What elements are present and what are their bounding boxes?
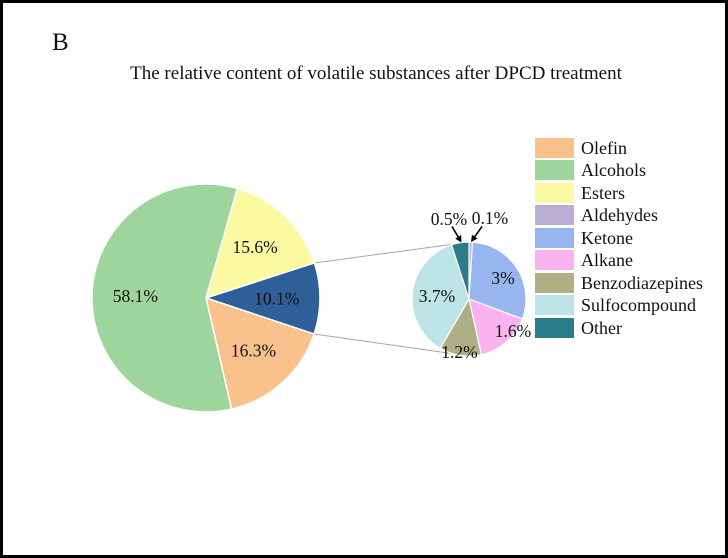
legend-swatch-alkane <box>535 250 574 270</box>
legend-swatch-esters <box>535 182 574 203</box>
legend-item-ketone: Ketone <box>535 227 703 248</box>
secondary-pie-label-other: 0.5% <box>431 209 467 229</box>
legend-swatch-sulfocompound <box>535 295 574 315</box>
legend-swatch-ketone <box>535 227 574 248</box>
legend-label-benzodiazepines: Benzodiazepines <box>581 272 703 293</box>
chart-title: The relative content of volatile substan… <box>130 63 622 84</box>
legend-label-other: Other <box>581 317 622 338</box>
label-arrow-line-other <box>451 226 459 238</box>
legend-label-aldehydes: Aldehydes <box>581 205 658 225</box>
legend-item-aldehydes: Aldehydes <box>535 205 703 226</box>
legend-item-olefin: Olefin <box>535 137 703 158</box>
connector-line-top <box>314 241 470 264</box>
legend-swatch-olefin <box>535 137 574 158</box>
secondary-pie-label-aldehydes: 0.1% <box>472 208 508 228</box>
legend-item-esters: Esters <box>535 182 703 203</box>
legend-item-benzodiazepines: Benzodiazepines <box>535 272 703 293</box>
legend-label-alkane: Alkane <box>581 250 633 270</box>
legend-label-ketone: Ketone <box>581 227 633 248</box>
main-pie-slice-other-group <box>205 262 321 335</box>
legend-item-other: Other <box>535 317 703 338</box>
label-arrow-line-aldehydes <box>474 226 483 238</box>
main-pie-label-olefin: 16.3% <box>231 340 276 360</box>
secondary-pie-label-alkane: 1.6% <box>495 321 531 341</box>
secondary-pie-slice-ketone <box>468 241 527 320</box>
legend-swatch-benzodiazepines <box>535 272 574 293</box>
label-arrowhead-aldehydes <box>471 234 478 242</box>
main-pie-slice-alcohols <box>91 183 239 413</box>
secondary-pie-label-sulfocompound: 3.7% <box>419 286 455 306</box>
legend-item-alkane: Alkane <box>535 250 703 271</box>
secondary-pie-slice-other <box>450 241 470 300</box>
main-pie-label-esters: 15.6% <box>233 237 278 257</box>
secondary-pie-label-ketone: 3% <box>491 268 514 288</box>
legend-label-olefin: Olefin <box>581 137 627 158</box>
legend-swatch-other <box>535 317 574 338</box>
legend-swatch-aldehydes <box>535 205 574 225</box>
main-pie-slice-esters <box>205 187 316 299</box>
connector-line-bottom <box>314 333 470 357</box>
legend-item-sulfocompound: Sulfocompound <box>535 295 703 316</box>
legend-label-sulfocompound: Sulfocompound <box>581 295 696 315</box>
main-pie-label-other-group: 10.1% <box>254 288 299 308</box>
legend-swatch-alcohols <box>535 160 574 180</box>
figure-label: B <box>52 29 69 56</box>
legend: Olefin Alcohols Esters Aldehydes Ketone Alkan… <box>535 137 703 338</box>
legend-label-esters: Esters <box>581 182 625 203</box>
main-pie-label-alcohols: 58.1% <box>113 286 158 306</box>
secondary-pie-slice-alkane <box>468 298 523 356</box>
pie-of-pie-chart: 15.6% 10.1% 16.3% 58.1% 3% 1.6% 1.2% 3.7% 0.1%0.… <box>91 183 531 413</box>
secondary-pie-slice-sulfocompound <box>411 244 470 349</box>
main-pie-slice-olefin <box>205 297 315 410</box>
label-arrowhead-other <box>455 235 462 243</box>
legend-item-alcohols: Alcohols <box>535 160 703 181</box>
secondary-pie-label-benzodiazepines: 1.2% <box>441 342 477 362</box>
legend-label-alcohols: Alcohols <box>581 160 646 180</box>
